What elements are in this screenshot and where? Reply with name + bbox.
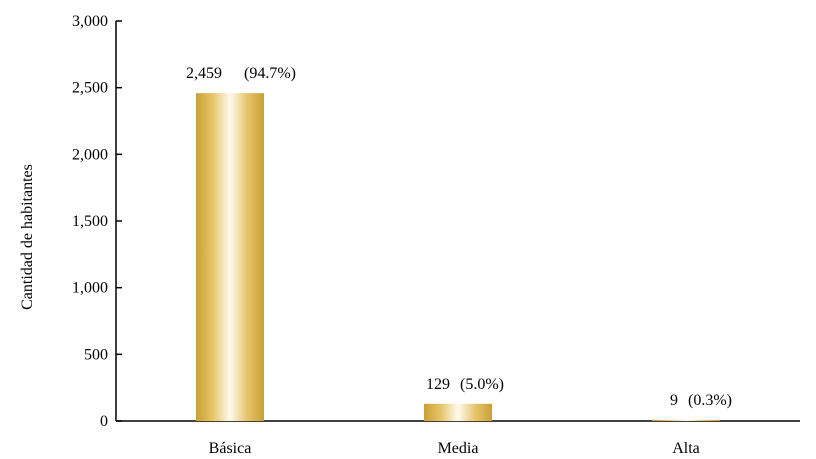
x-tick-label: Media <box>438 440 479 457</box>
x-tick-label: Básica <box>209 440 252 457</box>
bar-media <box>424 403 492 421</box>
bar-básica <box>196 93 264 421</box>
y-axis: 0 500 1,000 1,500 2,000 2,500 3,000 <box>72 13 122 430</box>
percent-label: (94.7%) <box>244 65 296 82</box>
y-axis-label: Cantidad de habitantes <box>19 164 36 310</box>
value-label: 2,459 <box>186 65 222 82</box>
y-tick-label: 2,000 <box>72 146 108 163</box>
bars <box>196 93 720 421</box>
y-tick-label: 3,000 <box>72 13 108 30</box>
percent-label: (5.0%) <box>460 376 504 393</box>
y-tick-label: 1,000 <box>72 280 108 297</box>
x-tick-label: Alta <box>672 440 700 457</box>
value-label: 9 <box>670 392 678 409</box>
value-label: 129 <box>426 376 450 393</box>
percent-label: (0.3%) <box>688 392 732 409</box>
y-tick-label: 2,500 <box>72 80 108 97</box>
data-labels: 2,459 (94.7%) 129 (5.0%) 9 (0.3%) <box>186 65 732 409</box>
bar-alta <box>652 419 720 421</box>
y-tick-label: 1,500 <box>72 213 108 230</box>
y-tick-label: 500 <box>84 346 108 363</box>
y-tick-label: 0 <box>100 413 108 430</box>
x-axis: Básica Media Alta <box>116 420 800 457</box>
